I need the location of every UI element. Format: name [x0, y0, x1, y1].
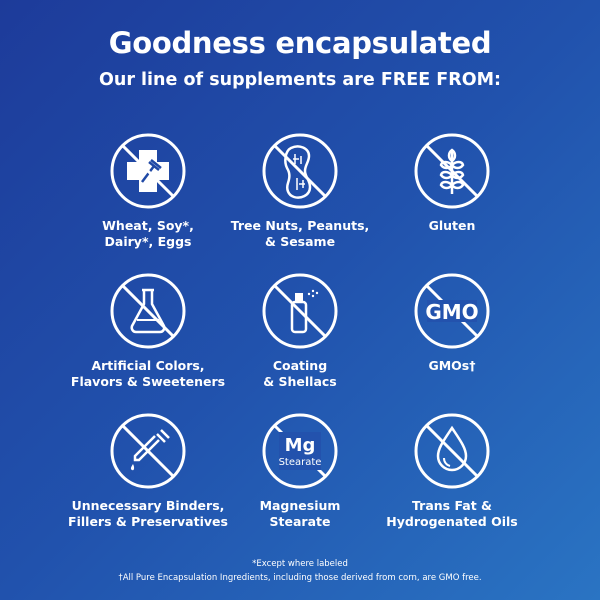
item-label: GMOs†: [428, 358, 476, 373]
page-subtitle: Our line of supplements are FREE FROM:: [99, 70, 501, 90]
page-title: Goodness encapsulated: [108, 26, 492, 60]
item-label: Artificial Colors, Flavors & Sweeteners: [70, 358, 226, 389]
wheat-icon: [414, 133, 490, 209]
gmo-icon-text: GMO: [425, 300, 478, 324]
item-coating-shellacs: Coating & Shellacs: [210, 272, 390, 390]
item-binders-fillers: Unnecessary Binders, Fillers & Preservat…: [58, 412, 238, 530]
item-gmos: GMO GMOs†: [362, 272, 542, 374]
magnesium-stearate-icon: Mg Stearate: [262, 413, 338, 489]
spray-bottle-icon: [262, 273, 338, 349]
flask-icon: [110, 273, 186, 349]
item-nuts-peanuts-sesame: Tree Nuts, Peanuts, & Sesame: [210, 132, 390, 250]
footnote-gmo-free: †All Pure Encapsulation Ingredients, inc…: [118, 573, 482, 583]
item-label: Trans Fat & Hydrogenated Oils: [386, 498, 518, 529]
item-label: Wheat, Soy*, Dairy*, Eggs: [102, 218, 194, 249]
item-label: Tree Nuts, Peanuts, & Sesame: [230, 218, 370, 249]
allergen-cross-fork-icon: [110, 133, 186, 209]
oil-drop-icon: [414, 413, 490, 489]
peanut-icon: [262, 133, 338, 209]
mg-icon-text: Mg: [285, 435, 316, 456]
item-label: Magnesium Stearate: [259, 498, 341, 529]
item-label: Gluten: [428, 218, 476, 233]
item-label: Unnecessary Binders, Fillers & Preservat…: [68, 498, 228, 529]
item-trans-fat: Trans Fat & Hydrogenated Oils: [362, 412, 542, 530]
item-label: Coating & Shellacs: [263, 358, 337, 389]
footnote-except-labeled: *Except where labeled: [252, 559, 348, 569]
item-artificial-colors: Artificial Colors, Flavors & Sweeteners: [58, 272, 238, 390]
item-gluten: Gluten: [362, 132, 542, 234]
stearate-icon-text: Stearate: [279, 457, 322, 468]
item-magnesium-stearate: Mg Stearate Magnesium Stearate: [210, 412, 390, 530]
dropper-icon: [110, 413, 186, 489]
item-wheat-soy-dairy-eggs: Wheat, Soy*, Dairy*, Eggs: [58, 132, 238, 250]
gmo-icon: GMO: [414, 273, 490, 349]
